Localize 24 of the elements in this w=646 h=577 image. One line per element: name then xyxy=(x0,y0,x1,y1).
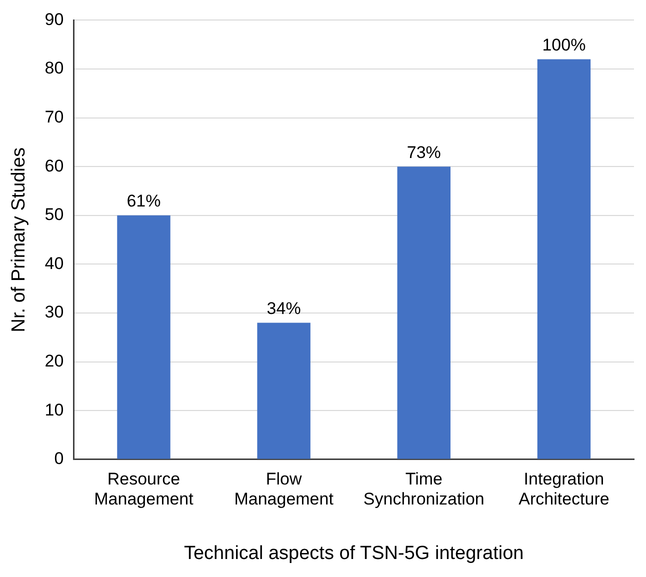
y-tick-label: 30 xyxy=(44,302,64,322)
bar xyxy=(537,59,591,459)
y-tick-label: 10 xyxy=(44,400,64,420)
x-tick-label: Resource Management xyxy=(94,469,194,509)
y-tick-label: 40 xyxy=(44,254,64,273)
y-tick-label: 70 xyxy=(44,107,64,126)
annotation: 61% xyxy=(126,192,161,211)
x-axis-title: Technical aspects of TSN-5G integration xyxy=(184,542,524,564)
bar xyxy=(397,166,451,459)
bar xyxy=(117,215,170,459)
y-tick-label: 20 xyxy=(44,351,64,370)
annotation: 73% xyxy=(406,142,441,162)
y-tick-label: 50 xyxy=(44,205,64,224)
x-tick-label: Time Synchronization xyxy=(363,469,484,509)
y-axis-title: Nr. of Primary Studies xyxy=(8,147,30,332)
y-tick-label: 0 xyxy=(54,449,64,468)
annotation: 34% xyxy=(266,298,301,318)
annotation: 100% xyxy=(542,35,586,54)
y-tick-label: 80 xyxy=(44,58,64,78)
y-tick-label: 60 xyxy=(44,156,64,176)
y-tick-label: 90 xyxy=(44,10,64,29)
x-tick-label: Integration Architecture xyxy=(518,469,610,509)
bar xyxy=(257,322,310,459)
x-tick-label: Flow Management xyxy=(234,469,334,509)
